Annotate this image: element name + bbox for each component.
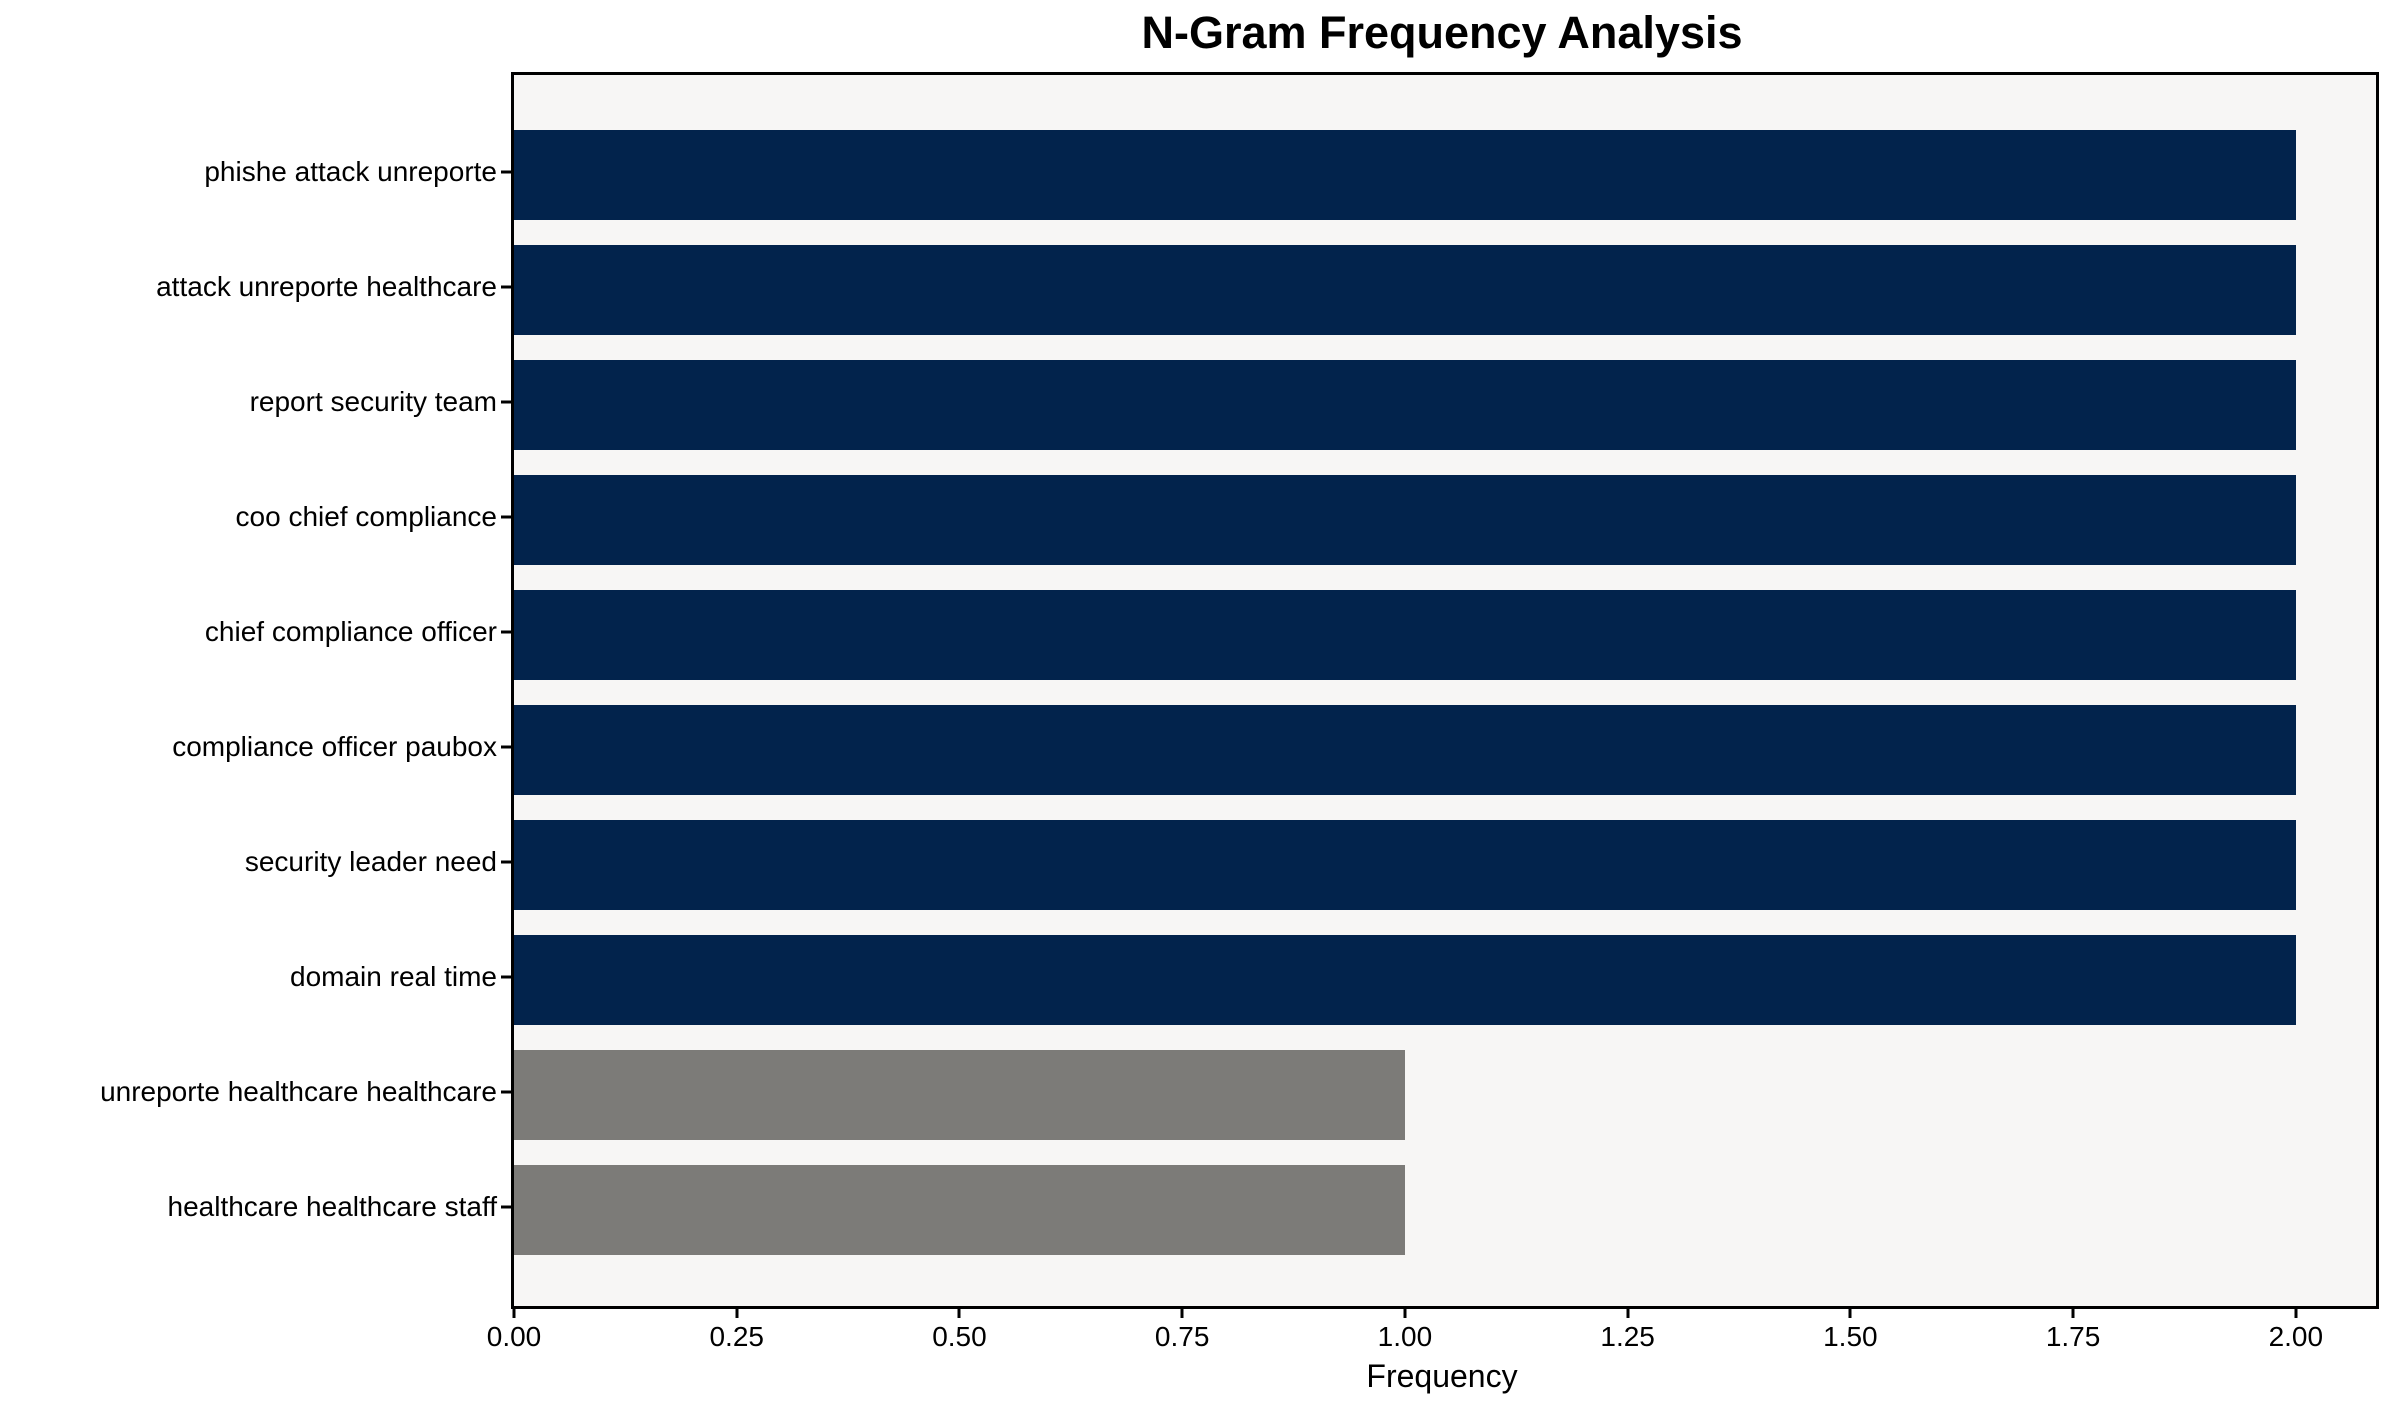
x-tick-label-8: 2.00 — [2268, 1321, 2324, 1352]
bar-1 — [514, 245, 2296, 335]
x-tick-label-0: 0.00 — [486, 1321, 542, 1352]
plot-area — [511, 72, 2379, 1309]
bar-9 — [514, 1165, 1405, 1255]
x-tick-0 — [512, 1306, 516, 1318]
y-axis-label-7: domain real time — [290, 961, 497, 992]
y-axis-label-2: report security team — [249, 386, 497, 417]
bar-7 — [514, 935, 2296, 1025]
bar-6 — [514, 820, 2296, 910]
chart-title: N-Gram Frequency Analysis — [1141, 7, 1743, 58]
x-tick-4 — [1403, 1306, 1407, 1318]
y-axis-label-9: healthcare healthcare staff — [167, 1191, 497, 1222]
y-tick-1 — [501, 285, 511, 289]
bar-8 — [514, 1050, 1405, 1140]
y-tick-5 — [501, 745, 511, 749]
x-tick-8 — [2294, 1306, 2298, 1318]
x-tick-6 — [1848, 1306, 1852, 1318]
x-tick-5 — [1626, 1306, 1630, 1318]
y-axis-label-6: security leader need — [244, 846, 497, 877]
x-axis-label: Frequency — [1366, 1358, 1518, 1394]
y-tick-4 — [501, 630, 511, 634]
y-tick-6 — [501, 860, 511, 864]
y-axis-label-5: compliance officer paubox — [172, 731, 497, 762]
x-tick-label-6: 1.50 — [1823, 1321, 1878, 1352]
bar-2 — [514, 360, 2296, 450]
x-tick-label-2: 0.50 — [932, 1321, 987, 1352]
y-tick-9 — [501, 1205, 511, 1209]
y-axis-label-3: coo chief compliance — [235, 501, 497, 532]
y-tick-3 — [501, 515, 511, 519]
x-tick-label-7: 1.75 — [2045, 1321, 2101, 1352]
x-tick-3 — [1180, 1306, 1184, 1318]
x-tick-2 — [957, 1306, 961, 1318]
bar-3 — [514, 475, 2296, 565]
y-tick-8 — [501, 1090, 511, 1094]
y-tick-7 — [501, 975, 511, 979]
x-tick-label-5: 1.25 — [1600, 1321, 1655, 1352]
bar-0 — [514, 130, 2296, 220]
bar-4 — [514, 590, 2296, 680]
x-tick-label-1: 0.25 — [709, 1321, 764, 1352]
x-tick-7 — [2071, 1306, 2075, 1318]
y-axis-label-1: attack unreporte healthcare — [156, 271, 497, 302]
y-axis-label-0: phishe attack unreporte — [204, 156, 497, 187]
x-tick-label-4: 1.00 — [1377, 1321, 1433, 1352]
y-tick-0 — [501, 170, 511, 174]
x-tick-1 — [735, 1306, 739, 1318]
x-tick-label-3: 0.75 — [1154, 1321, 1210, 1352]
y-axis-label-4: chief compliance officer — [204, 616, 497, 647]
y-axis-label-8: unreporte healthcare healthcare — [100, 1076, 497, 1107]
bar-5 — [514, 705, 2296, 795]
y-tick-2 — [501, 400, 511, 404]
